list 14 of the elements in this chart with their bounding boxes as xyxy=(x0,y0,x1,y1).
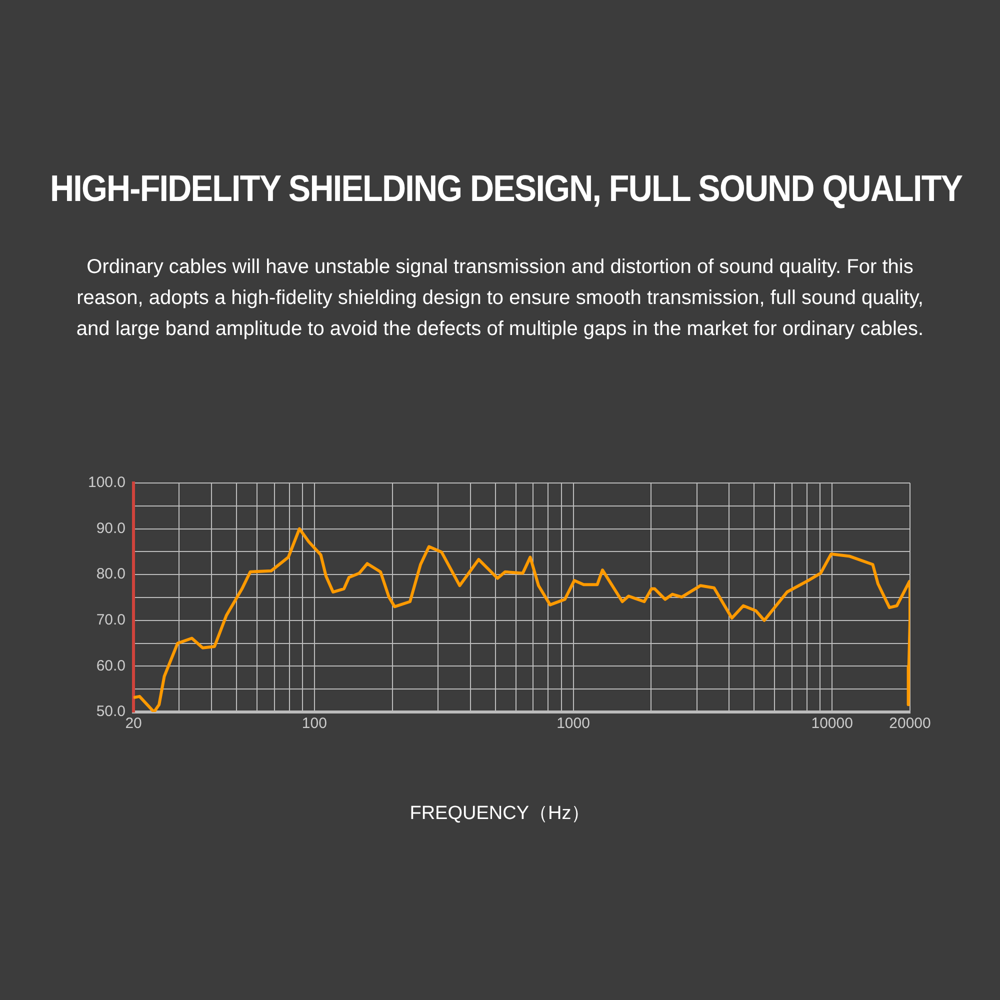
x-axis-title: FREQUENCY（Hz） xyxy=(408,802,592,826)
chart-title: HIGH-FIDELITY SHIELDING DESIGN, FULL SOUND QUALITY xyxy=(50,168,962,210)
x-tick-label: 20 xyxy=(125,715,142,732)
x-tick-label: 1000 xyxy=(556,715,590,732)
chart-subtitle: Ordinary cables will have unstable signal transmission and distortion of sound quality. For this reason, adopts a high-fidelity shielding design to ensure smooth transmission, full sound quality, and large band amplitude to avoid the defects of multiple gaps in the market for ordinary cables. xyxy=(75,255,925,342)
x-tick-label: 100 xyxy=(302,715,327,732)
y-tick-label: 100.0 xyxy=(88,474,126,492)
y-tick-label: 60.0 xyxy=(96,657,126,674)
x-tick-label: 20000 xyxy=(889,715,931,732)
y-tick-label: 80.0 xyxy=(96,566,126,583)
y-tick-label: 90.0 xyxy=(96,520,126,537)
x-tick-label: 10000 xyxy=(811,715,853,732)
y-tick-label: 50.0 xyxy=(96,703,126,720)
y-tick-label: 70.0 xyxy=(96,612,126,629)
